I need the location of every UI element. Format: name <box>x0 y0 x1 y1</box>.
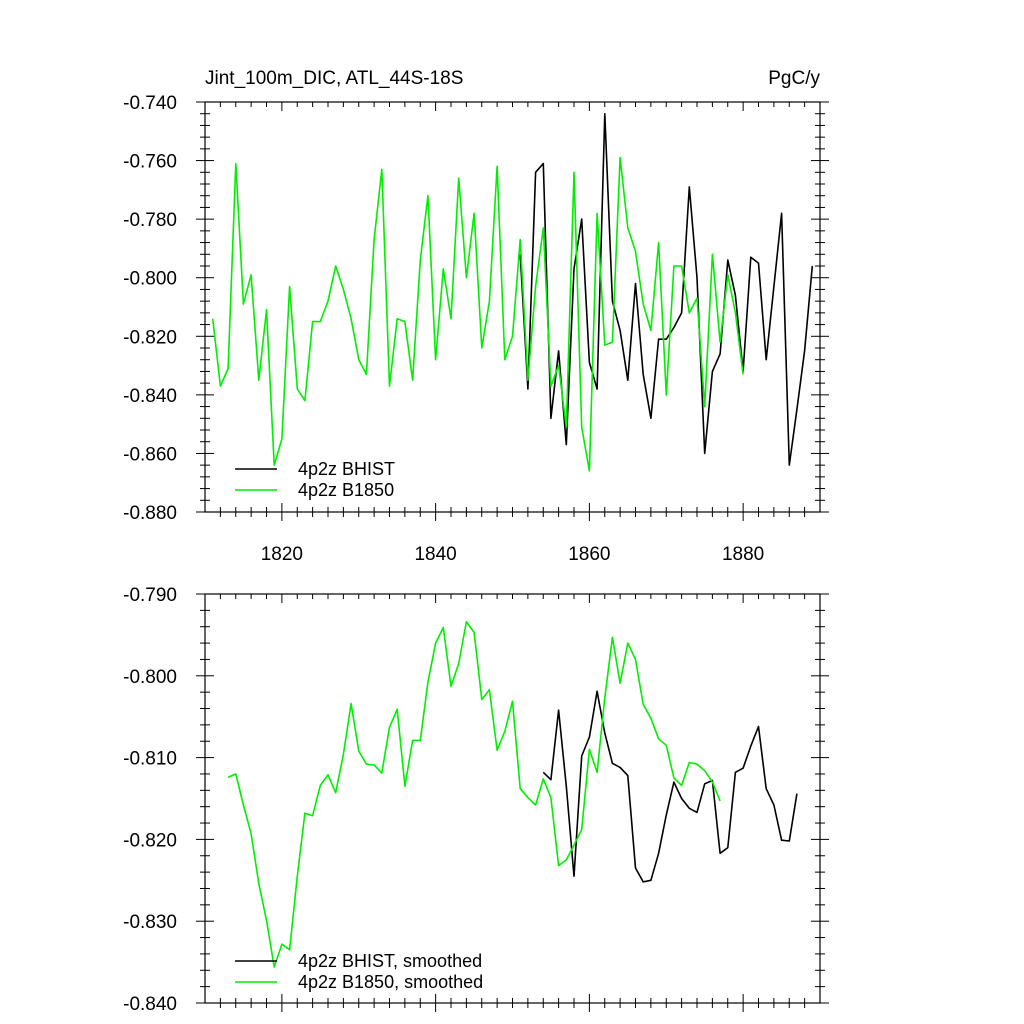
y-tick-label: -0.840 <box>123 386 177 407</box>
chart-title: Jint_100m_DIC, ATL_44S-18S <box>205 68 463 89</box>
y-tick-label: -0.830 <box>123 912 177 933</box>
series-line-b1850 <box>211 156 744 472</box>
x-tick-label: 1880 <box>722 544 764 565</box>
y-tick-label: -0.820 <box>123 830 177 851</box>
legend-label-b1850: 4p2z B1850 <box>298 480 394 500</box>
series-line-bhist <box>542 690 798 883</box>
y-tick-label: -0.740 <box>123 93 177 114</box>
bottom-panel: -0.790 -0.800 -0.810 -0.820 -0.830 -0.840 4p2… <box>123 585 829 1015</box>
y-tick-label: -0.790 <box>123 585 177 606</box>
legend-label-b1850-smoothed: 4p2z B1850, smoothed <box>298 972 483 992</box>
y-tick-label: -0.860 <box>123 444 177 465</box>
units-label: PgC/y <box>768 68 820 89</box>
y-tick-label: -0.840 <box>123 994 177 1015</box>
legend-label-bhist-smoothed: 4p2z BHIST, smoothed <box>298 951 482 971</box>
x-tick-label: 1840 <box>414 544 456 565</box>
y-tick-label: -0.760 <box>123 152 177 173</box>
x-tick-label: 1820 <box>261 544 303 565</box>
y-tick-label: -0.800 <box>123 667 177 688</box>
x-tick-label: 1860 <box>568 544 610 565</box>
y-tick-label: -0.810 <box>123 749 177 770</box>
series-line-bhist <box>519 112 814 466</box>
y-tick-label: -0.780 <box>123 210 177 231</box>
plot-frame <box>204 593 821 1004</box>
plot-frame <box>204 101 821 513</box>
y-tick-label: -0.800 <box>123 269 177 290</box>
y-tick-label: -0.820 <box>123 327 177 348</box>
legend-label-bhist: 4p2z BHIST <box>298 459 395 479</box>
top-panel: Jint_100m_DIC, ATL_44S-18S PgC/y 1820 184… <box>123 68 829 565</box>
y-tick-label: -0.880 <box>123 503 177 524</box>
series-line-b1850 <box>227 620 721 968</box>
